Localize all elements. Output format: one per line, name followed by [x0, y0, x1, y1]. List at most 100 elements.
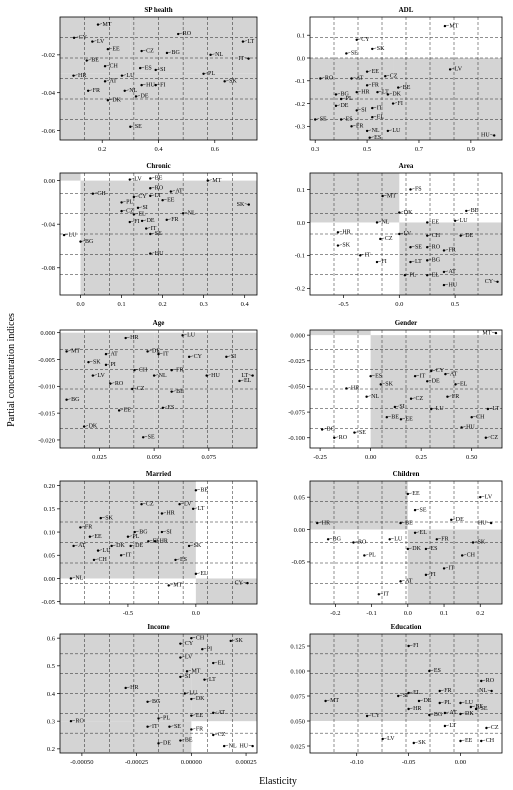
point-label: MT — [449, 23, 458, 29]
point-label: EE — [405, 416, 413, 422]
point-label: EL — [138, 212, 146, 218]
label-leader — [248, 374, 253, 376]
y-tick-label: -0.2 — [295, 101, 305, 108]
point-label: FR — [452, 394, 459, 400]
label-leader — [455, 219, 460, 222]
point-label: SE — [351, 51, 358, 57]
point-label: CY — [485, 279, 494, 285]
data-point — [397, 86, 400, 89]
x-tick-label: 0.50 — [466, 454, 477, 461]
point-label: EE — [94, 534, 102, 540]
point-label: SK — [229, 79, 237, 85]
y-tick-label: 0.10 — [44, 529, 55, 536]
label-leader — [125, 336, 130, 339]
x-tick-label: 0.00025 — [235, 759, 256, 766]
panel-frame — [309, 16, 503, 141]
label-leader — [356, 109, 361, 111]
label-leader — [143, 436, 148, 438]
point-label: ES — [145, 65, 152, 71]
label-leader — [202, 648, 207, 650]
label-leader — [460, 234, 465, 236]
data-point — [379, 383, 382, 386]
panel-frame — [309, 172, 503, 296]
point-label: RO — [183, 31, 192, 37]
point-label: DE — [340, 103, 348, 109]
figure-y-axis-label: Partial concentration indices — [6, 313, 17, 427]
point-label: BG — [171, 50, 180, 56]
label-leader — [427, 259, 432, 261]
point-label: RO — [486, 678, 495, 684]
label-leader — [367, 70, 372, 72]
x-tick-label: 0.00 — [455, 759, 466, 766]
point-label: MT — [482, 330, 491, 336]
label-leader — [141, 83, 146, 86]
label-leader — [230, 639, 235, 642]
label-leader — [158, 742, 163, 744]
label-leader — [150, 187, 155, 189]
shaded-quadrant-br — [399, 222, 502, 295]
label-leader — [447, 395, 452, 397]
point-label: NL — [371, 394, 379, 400]
point-label: SK — [93, 359, 101, 365]
x-tick-label: 0.5 — [363, 146, 371, 153]
label-leader — [171, 369, 176, 371]
point-label: BG — [327, 427, 336, 433]
label-leader — [104, 80, 110, 82]
point-label: NL — [381, 220, 389, 226]
point-label: HR — [361, 89, 369, 95]
point-label: DE — [456, 517, 464, 523]
panel-title: Area — [399, 162, 414, 170]
y-tick-label: -0.015 — [38, 410, 55, 417]
x-tick-label: -0.00025 — [125, 759, 148, 766]
point-label: HR — [166, 511, 174, 517]
label-leader — [399, 211, 404, 213]
point-label: NL — [372, 128, 380, 134]
label-leader — [334, 436, 339, 438]
label-leader — [134, 530, 139, 533]
x-tick-label: 0.00 — [365, 454, 376, 461]
label-leader — [93, 558, 99, 561]
label-leader — [80, 240, 85, 242]
point-label: IT — [377, 105, 383, 111]
point-label: DK — [112, 97, 121, 103]
point-label: LV — [404, 231, 412, 237]
label-leader — [376, 260, 382, 263]
data-point — [459, 701, 462, 705]
point-label: LU — [189, 691, 198, 697]
label-leader — [127, 535, 132, 537]
label-leader — [195, 572, 200, 575]
point-label: FI — [134, 219, 139, 225]
label-leader — [213, 733, 218, 736]
point-label: PI — [207, 646, 212, 652]
point-label: DK — [412, 546, 421, 552]
label-leader — [207, 179, 212, 181]
label-leader — [125, 686, 130, 689]
point-label: ES — [375, 373, 382, 379]
point-label: LU — [465, 700, 474, 706]
point-label: SE — [135, 124, 142, 130]
label-leader — [166, 51, 171, 54]
label-leader — [389, 538, 394, 540]
data-point — [334, 93, 338, 96]
panel-gender: Gender -0.25 0.00 0.25 0.50 -0.100 -0.075 -0.05… — [288, 319, 503, 461]
point-label: CZ — [385, 236, 393, 242]
label-leader — [130, 125, 135, 127]
point-label: LT — [198, 506, 205, 512]
x-tick-label: 0.4 — [241, 301, 250, 308]
label-leader — [320, 77, 325, 79]
point-label: DE — [147, 218, 155, 224]
label-leader — [408, 691, 413, 694]
label-leader — [105, 363, 111, 366]
data-point — [430, 407, 433, 411]
point-label: BG — [152, 699, 161, 705]
data-point — [474, 707, 478, 711]
label-leader — [150, 252, 155, 254]
x-tick-label: -0.10 — [350, 759, 364, 766]
shaded-quadrant-tl — [60, 17, 131, 74]
point-label: PL — [409, 272, 416, 278]
panel-frame — [309, 480, 503, 605]
point-label: SI — [399, 404, 404, 410]
label-leader — [315, 118, 320, 120]
label-leader — [158, 352, 163, 355]
